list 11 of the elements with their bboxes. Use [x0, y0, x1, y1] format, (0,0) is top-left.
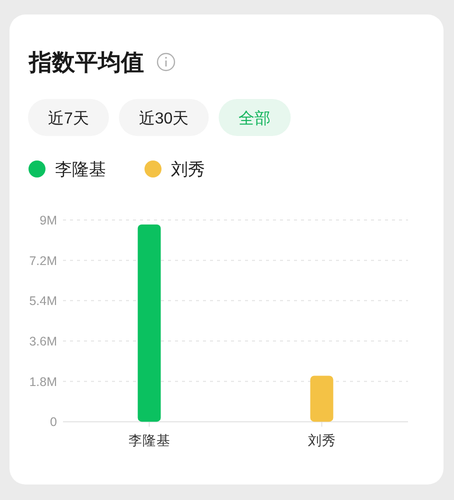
y-tick-label: 3.6M: [29, 334, 57, 349]
y-tick-label: 1.8M: [29, 374, 57, 389]
button: 近30天: [118, 99, 209, 136]
y-tick-label: 7.2M: [29, 254, 57, 268]
y-tick-label: 5.4M: [29, 294, 57, 308]
y-tick-label: 0: [50, 415, 58, 430]
legend-label: 刘秀: [171, 160, 205, 179]
chart-title: 指数平均值: [28, 49, 144, 75]
button: 近7天: [28, 99, 109, 136]
y-tick-label: 9M: [40, 214, 57, 228]
legend-label: 李隆基: [55, 160, 106, 179]
